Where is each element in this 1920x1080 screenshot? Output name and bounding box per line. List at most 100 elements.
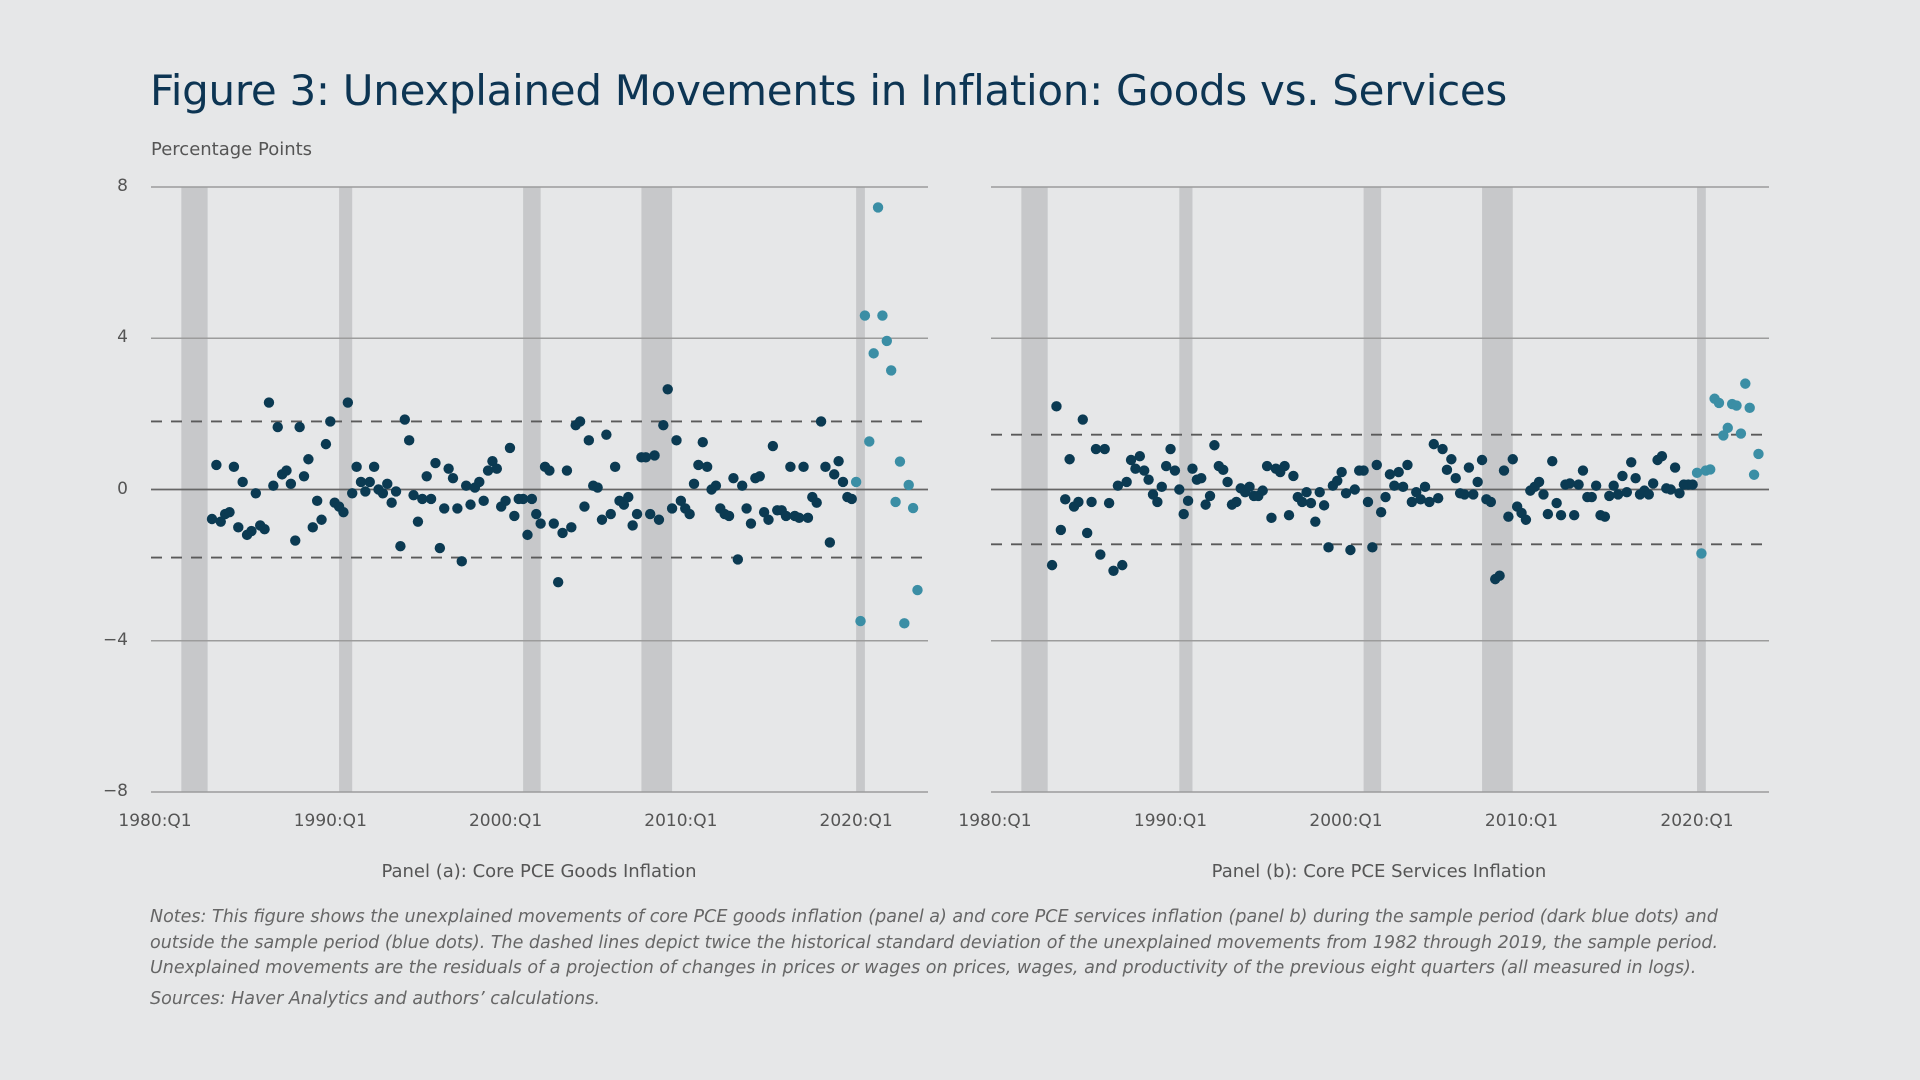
in-sample-point — [1371, 459, 1382, 471]
in-sample-point — [1081, 527, 1093, 539]
in-sample-point — [640, 452, 652, 463]
out-of-sample-point — [1748, 469, 1760, 480]
in-sample-point — [535, 518, 546, 529]
in-sample-point — [1073, 496, 1084, 508]
in-sample-point — [403, 435, 415, 446]
in-sample-point — [1564, 478, 1576, 489]
in-sample-point — [649, 450, 660, 461]
in-sample-point — [829, 469, 840, 480]
in-sample-point — [500, 495, 511, 507]
in-sample-point — [1288, 470, 1299, 482]
in-sample-point — [1424, 496, 1435, 508]
in-sample-point — [1577, 465, 1589, 476]
in-sample-point — [592, 482, 603, 493]
out-of-sample-point — [1722, 422, 1733, 434]
in-sample-point — [417, 493, 428, 505]
in-sample-point — [1393, 466, 1404, 478]
y-axis-label: Percentage Points — [151, 139, 313, 160]
in-sample-point — [1323, 542, 1334, 553]
in-sample-point — [504, 442, 516, 454]
in-sample-point — [487, 455, 498, 467]
in-sample-point — [1261, 460, 1273, 472]
in-sample-point — [1450, 472, 1461, 484]
in-sample-point — [601, 429, 612, 440]
in-sample-point — [1476, 454, 1488, 466]
in-sample-point — [474, 476, 485, 488]
in-sample-point — [1108, 565, 1119, 576]
in-sample-point — [1520, 514, 1532, 525]
in-sample-point — [1340, 488, 1352, 499]
in-sample-point — [1314, 486, 1325, 498]
in-sample-point — [390, 486, 402, 497]
in-sample-point — [1472, 476, 1483, 488]
in-sample-point — [710, 480, 722, 491]
in-sample-point — [1182, 495, 1194, 507]
in-sample-point — [1656, 451, 1668, 462]
in-sample-point — [1134, 451, 1146, 462]
in-sample-point — [1446, 454, 1457, 465]
in-sample-point — [837, 476, 849, 488]
in-sample-point — [1406, 496, 1418, 508]
in-sample-point — [263, 397, 275, 408]
in-sample-point — [1152, 496, 1163, 508]
y-tick-label: −4 — [102, 629, 128, 650]
in-sample-point — [452, 503, 463, 514]
in-sample-point — [1305, 497, 1317, 509]
in-sample-point — [1345, 544, 1356, 556]
out-of-sample-point — [899, 618, 910, 629]
in-sample-point — [1196, 472, 1207, 484]
in-sample-point — [1643, 489, 1654, 500]
in-sample-point — [1367, 542, 1378, 553]
in-sample-point — [1380, 491, 1391, 503]
in-sample-point — [1283, 510, 1295, 521]
in-sample-point — [478, 495, 489, 507]
x-tick-label-b: 2010:Q1 — [1484, 811, 1559, 831]
in-sample-point — [557, 527, 568, 539]
in-sample-point — [1046, 559, 1058, 571]
in-sample-point — [745, 518, 757, 529]
y-tick-label: −8 — [102, 781, 128, 801]
in-sample-point — [1112, 480, 1124, 491]
in-sample-point — [482, 465, 494, 476]
in-sample-point — [1187, 463, 1198, 474]
in-sample-point — [732, 554, 744, 565]
in-sample-point — [1459, 489, 1470, 500]
in-sample-point — [1244, 481, 1255, 493]
out-of-sample-point — [1740, 378, 1751, 389]
in-sample-point — [754, 471, 765, 482]
in-sample-point — [434, 542, 446, 554]
in-sample-point — [355, 476, 367, 488]
x-tick-label-b: 1980:Q1 — [958, 811, 1032, 831]
in-sample-point — [688, 478, 700, 490]
in-sample-point — [338, 506, 349, 518]
in-sample-point — [693, 459, 704, 471]
in-sample-point — [1160, 460, 1172, 472]
in-sample-point — [1397, 481, 1409, 493]
y-tick-label: 0 — [117, 478, 128, 499]
in-sample-point — [793, 512, 805, 524]
in-sample-point — [1174, 484, 1185, 495]
in-sample-point — [833, 455, 844, 467]
in-sample-point — [1428, 438, 1439, 450]
in-sample-point — [1687, 479, 1698, 490]
in-sample-point — [311, 495, 323, 507]
in-sample-point — [1099, 443, 1110, 455]
in-sample-point — [408, 489, 419, 501]
in-sample-point — [316, 514, 327, 525]
in-sample-point — [1231, 496, 1242, 508]
in-sample-point — [1209, 440, 1220, 451]
in-sample-point — [1077, 414, 1088, 425]
sources-text: Sources: Haver Analytics and authors’ ca… — [150, 989, 600, 1009]
figure-title: Figure 3: Unexplained Movements in Infla… — [150, 66, 1507, 115]
in-sample-point — [561, 465, 573, 476]
in-sample-point — [675, 495, 687, 507]
in-sample-point — [526, 493, 538, 505]
in-sample-point — [1669, 462, 1681, 473]
x-tick-label-a: 2020:Q1 — [819, 811, 893, 831]
in-sample-point — [1498, 465, 1510, 476]
in-sample-point — [298, 471, 310, 482]
in-sample-point — [1573, 479, 1584, 490]
in-sample-point — [294, 421, 305, 433]
in-sample-point — [465, 499, 476, 510]
in-sample-point — [1626, 457, 1637, 468]
